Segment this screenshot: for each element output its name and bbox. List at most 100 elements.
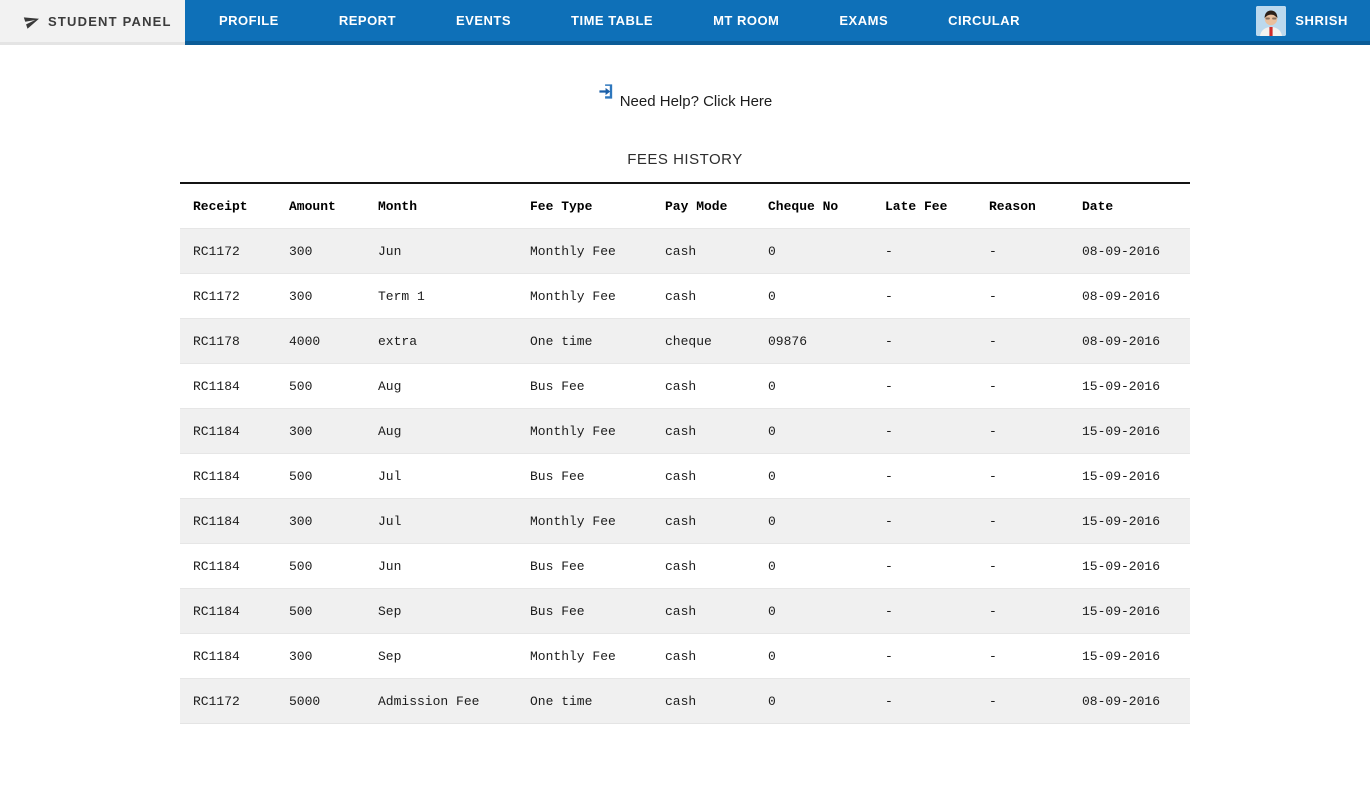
table-cell: 15-09-2016 <box>1082 559 1161 574</box>
table-cell: 15-09-2016 <box>1082 604 1161 619</box>
table-cell: - <box>989 559 997 574</box>
table-cell: 15-09-2016 <box>1082 649 1161 664</box>
table-cell: Monthly Fee <box>530 649 616 664</box>
column-header: Amount <box>289 199 336 214</box>
table-cell: cash <box>665 469 697 484</box>
table-cell: Jun <box>378 244 402 259</box>
table-row: RC1184 300 Jul Monthly Fee cash 0 - - 15-09-2016 <box>180 498 1190 544</box>
table-cell: RC1184 <box>193 514 240 529</box>
table-cell: cash <box>665 379 697 394</box>
table-row: RC1172 300 Jun Monthly Fee cash 0 - - 08-09-2016 <box>180 228 1190 274</box>
table-cell: 5000 <box>289 694 321 709</box>
column-header: Month <box>378 199 418 214</box>
table-cell: RC1178 <box>193 334 240 349</box>
table-cell: - <box>885 469 893 484</box>
table-cell: RC1172 <box>193 289 240 304</box>
table-cell: - <box>885 604 893 619</box>
table-header-row: Receipt Amount Month Fee Type Pay Mode Cheque… <box>180 183 1190 229</box>
table-cell: 500 <box>289 379 313 394</box>
table-cell: 15-09-2016 <box>1082 424 1161 439</box>
table-cell: 300 <box>289 244 313 259</box>
table-cell: RC1184 <box>193 379 240 394</box>
table-cell: 300 <box>289 514 313 529</box>
table-row: RC1184 300 Sep Monthly Fee cash 0 - - 15-09-2016 <box>180 633 1190 679</box>
brand-student-panel[interactable]: STUDENT PANEL <box>0 0 185 45</box>
table-cell: - <box>989 424 997 439</box>
table-cell: - <box>885 334 893 349</box>
table-cell: - <box>989 514 997 529</box>
table-cell: cheque <box>665 334 712 349</box>
table-row: RC1178 4000 extra One time cheque 09876 - - 08-0… <box>180 318 1190 364</box>
column-header: Reason <box>989 199 1036 214</box>
nav-item-exams[interactable]: EXAMS <box>839 13 889 28</box>
table-cell: 15-09-2016 <box>1082 379 1161 394</box>
table-cell: RC1184 <box>193 424 240 439</box>
need-help-link[interactable]: Need Help? Click Here <box>0 83 1370 110</box>
table-cell: Jun <box>378 559 402 574</box>
nav-item-profile[interactable]: PROFILE <box>219 13 279 28</box>
table-cell: 0 <box>768 649 776 664</box>
page-title: FEES HISTORY <box>627 151 743 168</box>
table-cell: - <box>885 424 893 439</box>
table-cell: - <box>989 694 997 709</box>
nav-item-report[interactable]: REPORT <box>338 13 397 28</box>
table-cell: Aug <box>378 424 402 439</box>
table-cell: Bus Fee <box>530 379 585 394</box>
table-cell: 4000 <box>289 334 321 349</box>
table-cell: 09876 <box>768 334 808 349</box>
table-cell: Monthly Fee <box>530 514 616 529</box>
nav-item-mt-room[interactable]: MT ROOM <box>713 13 780 28</box>
nav-item-timetable[interactable]: TIME TABLE <box>571 13 654 28</box>
nav-item-circular[interactable]: CIRCULAR <box>948 13 1021 28</box>
table-cell: 0 <box>768 424 776 439</box>
user-name: SHRISH <box>1295 13 1348 28</box>
table-cell: cash <box>665 649 697 664</box>
column-header: Late Fee <box>885 199 948 214</box>
top-navbar: STUDENT PANEL PROFILE REPORT EVENTS TIME… <box>0 0 1370 45</box>
column-header: Cheque No <box>768 199 839 214</box>
table-cell: Monthly Fee <box>530 244 616 259</box>
table-cell: 0 <box>768 694 776 709</box>
table-cell: 0 <box>768 379 776 394</box>
nav-item-events[interactable]: EVENTS <box>456 13 512 28</box>
table-row: RC1184 500 Jul Bus Fee cash 0 - - 15-09-2016 <box>180 453 1190 499</box>
table-cell: - <box>989 379 997 394</box>
user-menu[interactable]: SHRISH <box>1256 5 1370 36</box>
table-cell: RC1184 <box>193 559 240 574</box>
table-cell: 300 <box>289 649 313 664</box>
table-cell: - <box>989 649 997 664</box>
table-cell: - <box>989 469 997 484</box>
table-cell: - <box>885 244 893 259</box>
table-cell: 08-09-2016 <box>1082 289 1161 304</box>
table-cell: Term 1 <box>378 289 425 304</box>
table-row: RC1172 300 Term 1 Monthly Fee cash 0 - - 08-09-2… <box>180 273 1190 319</box>
table-cell: 500 <box>289 559 313 574</box>
table-cell: RC1172 <box>193 244 240 259</box>
table-cell: cash <box>665 289 697 304</box>
table-cell: - <box>885 289 893 304</box>
table-cell: - <box>989 289 997 304</box>
table-cell: Jul <box>378 514 402 529</box>
table-cell: Bus Fee <box>530 469 585 484</box>
table-cell: 0 <box>768 604 776 619</box>
table-cell: - <box>885 514 893 529</box>
table-cell: RC1172 <box>193 694 240 709</box>
table-cell: cash <box>665 694 697 709</box>
table-cell: cash <box>665 559 697 574</box>
table-cell: 500 <box>289 604 313 619</box>
table-cell: Aug <box>378 379 402 394</box>
paper-plane-icon <box>23 13 40 29</box>
table-cell: RC1184 <box>193 469 240 484</box>
table-cell: Bus Fee <box>530 604 585 619</box>
table-cell: Monthly Fee <box>530 289 616 304</box>
table-row: RC1172 5000 Admission Fee One time cash 0 - - 08… <box>180 678 1190 724</box>
table-row: RC1184 300 Aug Monthly Fee cash 0 - - 15-09-2016 <box>180 408 1190 454</box>
nav-menu: PROFILE REPORT EVENTS TIME TABLE MT ROOM… <box>185 0 1370 45</box>
table-row: RC1184 500 Aug Bus Fee cash 0 - - 15-09-2016 <box>180 363 1190 409</box>
table-cell: Bus Fee <box>530 559 585 574</box>
table-cell: Sep <box>378 604 402 619</box>
table-cell: - <box>989 334 997 349</box>
table-cell: - <box>989 604 997 619</box>
table-cell: 08-09-2016 <box>1082 694 1161 709</box>
table-cell: RC1184 <box>193 649 240 664</box>
